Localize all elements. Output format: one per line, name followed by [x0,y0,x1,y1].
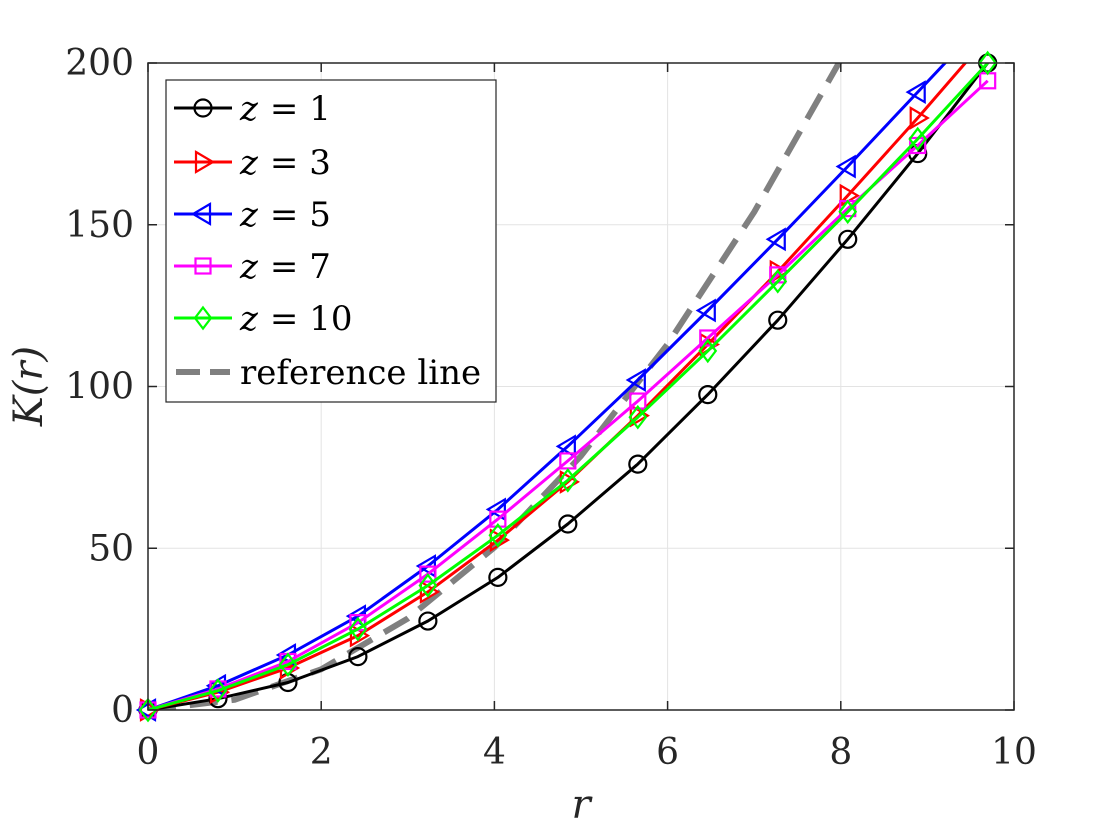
diamond-marker [978,50,998,76]
legend-entry: z = 5 [174,195,331,235]
y-tick-label: 0 [111,690,134,731]
diamond-marker [628,404,648,430]
triangle-left-marker [695,298,716,323]
square-marker [699,329,717,347]
triangle-right-marker [909,106,930,130]
square-marker [629,392,647,410]
diamond-marker [768,269,788,294]
circle-marker [193,98,213,118]
circle-marker [698,384,718,405]
diamond-marker [208,678,228,703]
triangle-left-marker [555,434,576,459]
series-layer [135,50,998,723]
triangle-right-marker [194,150,216,174]
x-tick-label: 2 [310,732,333,773]
legend: z = 1 z = 3 z = 5 z = 7 z = 10 reference line [165,79,497,403]
x-tick-label: 6 [656,732,679,773]
triangle-left-marker [190,202,212,226]
diamond-marker [488,522,508,548]
diamond-marker [908,126,928,152]
legend-label: reference line [240,353,481,393]
circle-marker [768,310,788,330]
circle-marker [628,454,648,474]
circle-marker [558,514,578,534]
legend-entry: z = 10 [174,299,352,339]
legend-label: z = 3 [239,143,331,183]
legend-label: z = 7 [239,247,331,287]
legend-entry: reference line [176,353,481,393]
diamond-marker [698,338,718,364]
legend-label: z = 5 [239,195,331,235]
triangle-left-marker [835,154,856,179]
series-line [148,79,989,710]
circle-marker [348,647,368,667]
y-axis-label: K(r) [6,346,52,427]
legend-entry: z = 3 [174,143,331,183]
triangle-left-marker [625,368,646,392]
triangle-left-marker [905,80,926,105]
triangle-left-marker [485,497,506,522]
series-markers [138,50,998,723]
legend-label: z = 10 [239,299,352,339]
circle-marker [488,567,508,587]
x-tick-label: 4 [483,732,506,773]
y-tick-label: 200 [65,43,134,84]
series-line [148,63,989,710]
square-marker [419,565,437,583]
series-line [148,63,989,710]
square-marker [489,510,507,528]
legend-box [165,79,497,403]
x-tick-label: 10 [991,732,1037,773]
diamond-marker [418,573,438,598]
series-z-10 [138,50,998,723]
triangle-left-marker [765,227,786,252]
triangle-right-marker [419,579,441,604]
circle-marker [418,611,438,631]
x-tick-label: 8 [829,732,852,773]
diamond-marker [348,616,368,642]
diamond-marker [278,652,298,678]
x-axis-label: r [571,782,593,828]
diamond-marker [558,467,578,493]
x-tick-label: 0 [137,732,160,773]
y-tick-label: 100 [65,367,134,408]
legend-entry: z = 1 [174,89,331,129]
diamond-marker [193,305,213,331]
legend-label: z = 1 [239,89,331,129]
y-tick-label: 150 [65,205,134,246]
circle-marker [838,229,858,249]
diamond-marker [838,199,858,225]
square-marker [194,257,212,275]
y-tick-label: 50 [88,528,134,569]
legend-entry: z = 7 [174,247,331,287]
diamond-marker [138,697,158,723]
